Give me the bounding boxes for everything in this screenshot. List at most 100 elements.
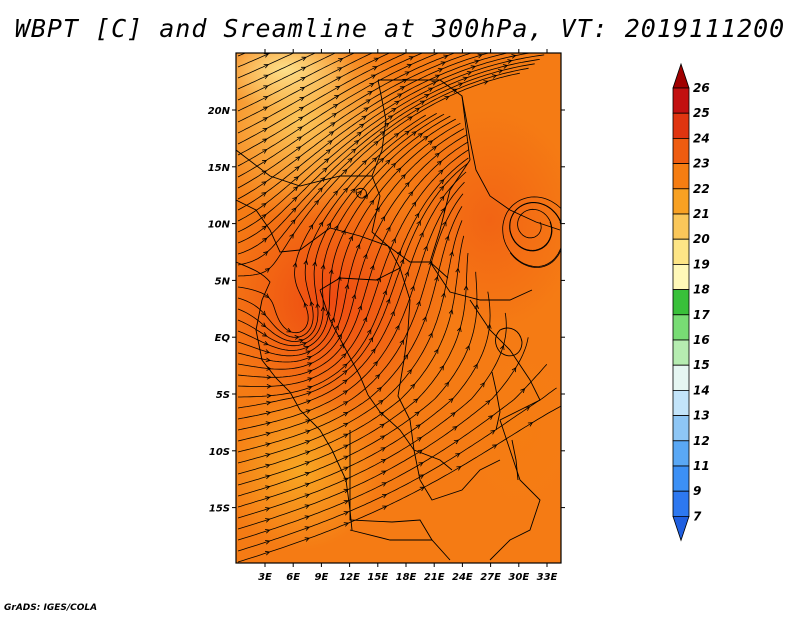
colorbar-label: 16 bbox=[693, 333, 710, 347]
streamline-arrow bbox=[434, 74, 441, 79]
streamline-arrow bbox=[463, 285, 469, 291]
streamline bbox=[237, 291, 491, 508]
streamline-arrow bbox=[380, 447, 386, 452]
lon-label: 33E bbox=[537, 572, 558, 583]
wbpt-field-se bbox=[460, 350, 561, 510]
streamline-arrow bbox=[480, 382, 485, 388]
colorbar-swatch bbox=[672, 188, 690, 215]
streamline-arrow bbox=[404, 181, 410, 187]
streamline-arrow bbox=[314, 199, 320, 205]
streamline-arrow bbox=[372, 66, 378, 71]
streamline-arrow bbox=[462, 76, 468, 82]
streamline-arrow bbox=[394, 100, 400, 106]
border-niger bbox=[236, 149, 372, 187]
streamline bbox=[237, 54, 545, 233]
streamline-arrow bbox=[381, 494, 388, 499]
colorbar-label: 26 bbox=[693, 81, 710, 95]
streamline bbox=[237, 53, 424, 156]
lat-label: 15S bbox=[209, 504, 230, 515]
streamline bbox=[237, 53, 408, 145]
border-angola bbox=[349, 430, 433, 541]
colorbar-bottom-arrow bbox=[672, 516, 690, 542]
border-south-sudan bbox=[387, 245, 449, 279]
border-nigeria-cameroon bbox=[236, 199, 301, 253]
streamline-arrow bbox=[419, 474, 425, 479]
streamline-arrow bbox=[305, 350, 312, 355]
streamline-arrow bbox=[304, 537, 310, 542]
streamline-arrow bbox=[264, 349, 271, 354]
streamline-arrow bbox=[414, 212, 420, 218]
streamline-arrow bbox=[441, 292, 446, 298]
streamline-arrow bbox=[455, 267, 460, 273]
streamline-arrow bbox=[343, 522, 350, 527]
streamline-arrow bbox=[354, 139, 360, 145]
colorbar-label: 17 bbox=[693, 308, 710, 322]
map-frame bbox=[235, 52, 562, 564]
streamline bbox=[237, 53, 509, 211]
streamline-arrow bbox=[359, 123, 365, 129]
streamline-arrow bbox=[300, 77, 306, 82]
streamline-arrow bbox=[343, 433, 349, 439]
lon-label: 15E bbox=[367, 572, 388, 583]
streamline-arrow bbox=[385, 159, 391, 165]
country-borders bbox=[236, 79, 561, 561]
streamline-arrow bbox=[308, 224, 314, 230]
streamline-arrow bbox=[411, 49, 416, 53]
streamline-arrow bbox=[356, 131, 362, 137]
colorbar-label: 13 bbox=[693, 409, 710, 423]
streamline-arrow bbox=[334, 324, 339, 331]
streamline-arrow bbox=[304, 493, 311, 498]
streamline-arrow bbox=[391, 107, 397, 113]
streamline-arrow bbox=[291, 207, 297, 213]
streamline-arrow bbox=[419, 231, 424, 238]
streamline-arrow bbox=[439, 185, 445, 191]
streamline-arrow bbox=[391, 237, 396, 244]
streamline-arrow bbox=[265, 421, 272, 426]
streamline-arrow bbox=[418, 462, 424, 467]
streamline-arrow bbox=[477, 53, 483, 59]
streamline-arrow bbox=[344, 283, 350, 290]
streamline-arrow bbox=[325, 310, 331, 317]
streamline bbox=[237, 181, 465, 431]
streamline-arrow bbox=[375, 373, 381, 380]
streamline-arrow bbox=[431, 145, 438, 151]
longitude-axis: 3E 6E 9E 12E 15E 18E 21E 24E 27E 30E 33E bbox=[258, 49, 558, 583]
colorbar-swatch bbox=[672, 137, 690, 164]
colorbar-label: 9 bbox=[693, 484, 701, 498]
streamline-arrow bbox=[355, 243, 361, 250]
streamline-arrow bbox=[294, 166, 300, 171]
streamline-arrow bbox=[335, 85, 341, 91]
streamline bbox=[237, 312, 507, 519]
lon-label: 3E bbox=[258, 572, 272, 583]
streamline-arrow bbox=[348, 235, 353, 241]
streamline-arrow bbox=[382, 289, 388, 296]
streamline-arrow bbox=[399, 86, 406, 91]
streamline-arrow bbox=[265, 496, 271, 501]
lake-chad bbox=[355, 187, 367, 199]
streamline-arrow bbox=[294, 335, 300, 340]
border-drc-east bbox=[397, 267, 415, 451]
streamline bbox=[237, 163, 468, 409]
streamline-arrow bbox=[299, 86, 306, 92]
streamline-arrow bbox=[290, 219, 296, 225]
streamline-arrow bbox=[439, 365, 444, 371]
streamline-arrow bbox=[410, 383, 416, 389]
streamline-arrow bbox=[411, 201, 417, 207]
streamline-cyclone bbox=[502, 196, 561, 268]
streamline-arrow bbox=[265, 474, 271, 480]
streamline-arrow bbox=[262, 127, 268, 133]
streamline bbox=[237, 67, 529, 266]
lat-label: 10N bbox=[208, 220, 231, 231]
streamline-arrow bbox=[481, 48, 485, 52]
map-panel bbox=[236, 48, 561, 563]
streamline-arrow bbox=[361, 115, 367, 121]
streamline-arrow bbox=[452, 88, 458, 93]
streamline-arrow bbox=[363, 193, 369, 200]
streamline-arrow bbox=[416, 220, 421, 226]
streamline-arrow bbox=[263, 53, 270, 58]
streamline-arrow bbox=[334, 224, 339, 231]
streamline-arrow bbox=[440, 61, 447, 66]
streamline-arrow bbox=[366, 328, 372, 335]
streamline-arrow bbox=[488, 415, 494, 420]
streamline-arrow bbox=[266, 384, 272, 389]
